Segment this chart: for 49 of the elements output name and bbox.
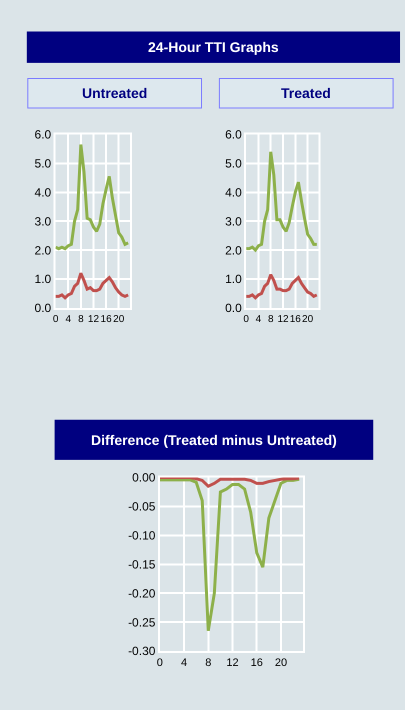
y-tick-label: 0.00 [132,470,156,485]
x-tick-label: 20 [113,314,125,325]
y-tick-label: 3.0 [225,214,242,228]
line-series [246,273,318,300]
x-tick-label: 4 [256,314,262,325]
line-series [56,143,130,250]
y-tick-label: -0.20 [128,586,156,600]
x-tick-label: 8 [78,314,84,325]
x-tick-label: 12 [277,314,290,325]
line-series [160,478,301,488]
x-tick-label: 8 [268,314,274,325]
x-tick-label: 16 [290,314,302,325]
line-series [56,272,130,300]
chart-title: Treated [281,85,331,101]
y-tick-label: 4.0 [34,185,52,200]
x-tick-label: 0 [243,314,250,325]
y-tick-label: 1.0 [34,272,52,286]
y-tick-label: -0.15 [128,557,156,572]
x-tick-label: 12 [88,314,100,325]
x-tick-label: 0 [156,657,163,670]
line-series [160,478,301,632]
y-tick-label: 6.0 [225,128,242,142]
y-tick-label: 2.0 [34,243,52,258]
chart-title: Difference (Treated minus Untreated) [91,432,337,448]
y-tick-label: 1.0 [225,272,242,286]
x-tick-label: 4 [180,657,188,670]
line-series [246,150,318,252]
y-tick-label: 5.0 [225,156,242,171]
y-tick-label: 6.0 [34,128,52,142]
y-tick-label: 0.0 [225,301,242,316]
text: 24-Hour TTI Graphs [148,39,279,55]
y-tick-label: -0.05 [128,500,156,514]
y-tick-label: 2.0 [225,243,242,258]
x-tick-label: 20 [302,314,314,325]
x-tick-label: 16 [250,657,263,670]
y-tick-label: 4.0 [225,185,242,200]
y-tick-label: 5.0 [34,156,52,171]
y-tick-label: 3.0 [34,214,52,228]
x-tick-label: 16 [100,314,112,325]
chart-title: Untreated [82,85,148,101]
y-tick-label: -0.25 [128,615,156,630]
x-tick-label: 4 [65,314,72,325]
x-tick-label: 0 [52,314,59,325]
y-tick-label: -0.30 [128,644,156,658]
x-tick-label: 20 [274,657,288,670]
y-tick-label: 0.0 [34,301,52,316]
x-tick-label: 8 [205,657,212,670]
x-tick-label: 12 [226,657,239,670]
y-tick-label: -0.10 [128,528,156,543]
